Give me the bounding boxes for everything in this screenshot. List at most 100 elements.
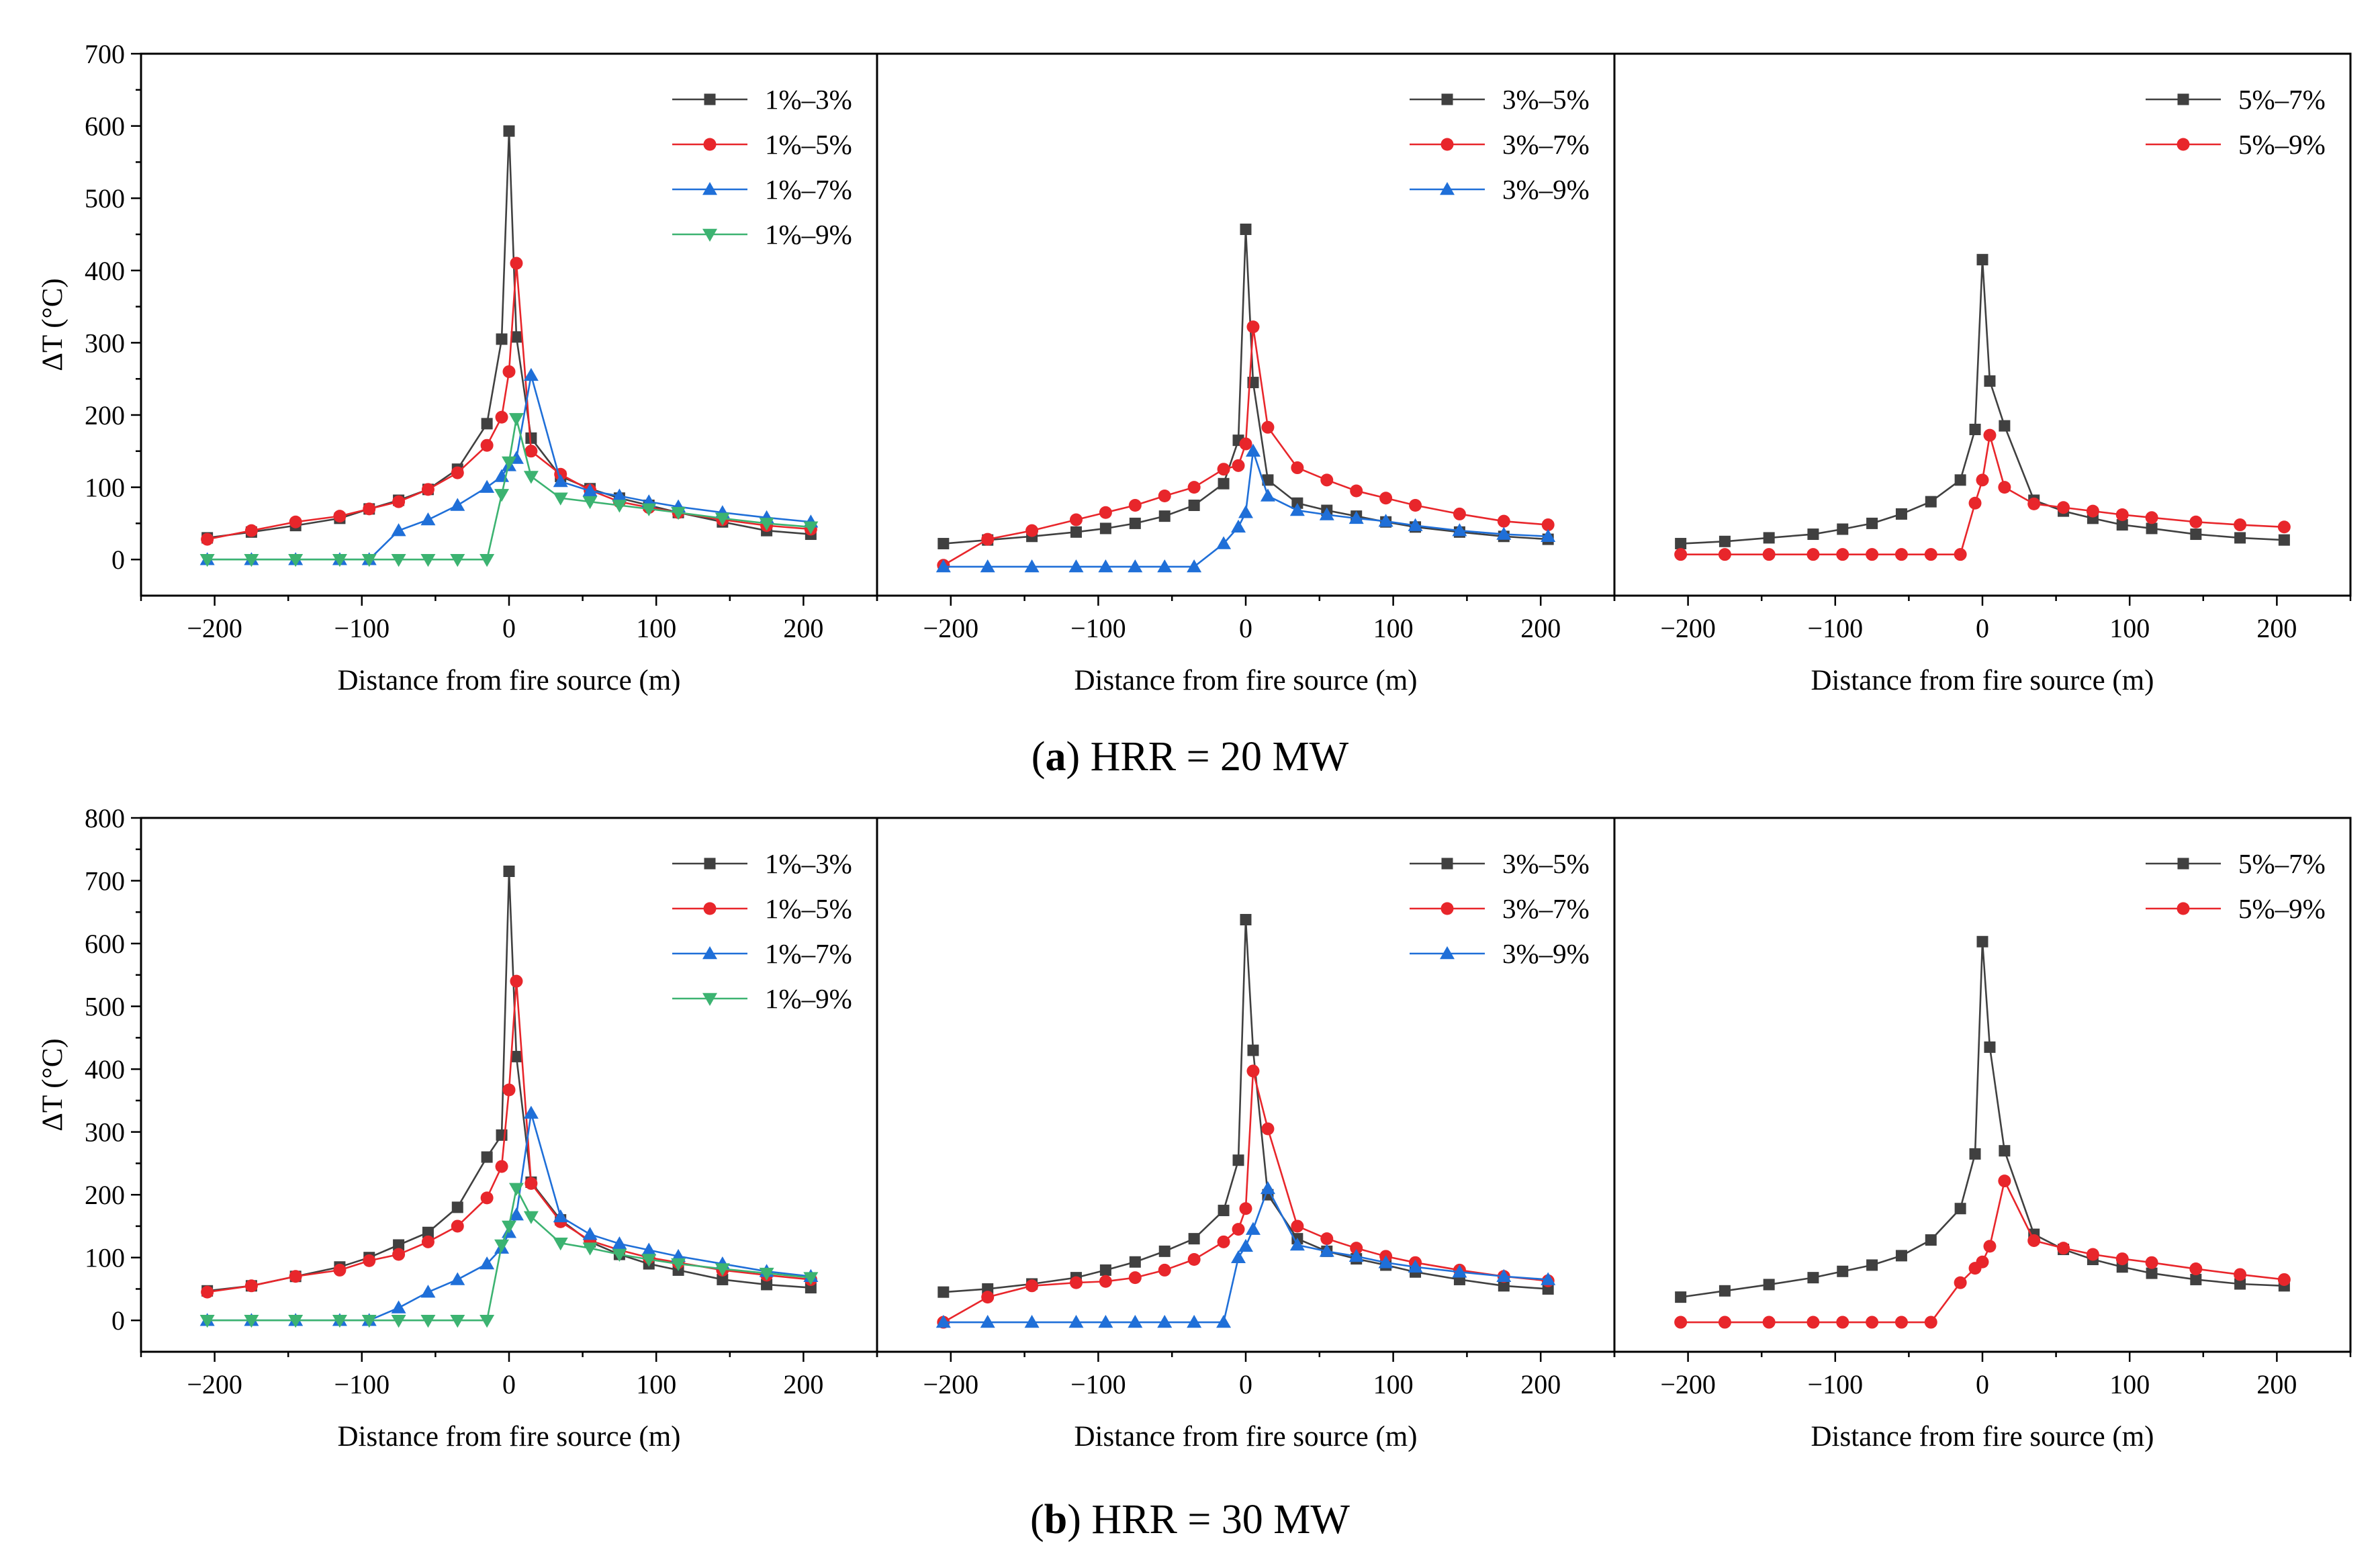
data-point: [289, 515, 302, 528]
legend-item: 3%–7%: [1410, 893, 1590, 924]
data-point: [1289, 1238, 1305, 1251]
data-point: [582, 496, 598, 510]
data-point: [1984, 1041, 1996, 1053]
x-tick-label: 0: [502, 613, 516, 643]
data-point: [1836, 1316, 1849, 1329]
data-point: [1718, 1316, 1731, 1329]
series-0: [1675, 935, 2290, 1303]
data-point: [1954, 548, 1967, 561]
data-point: [363, 502, 376, 516]
data-point: [1232, 1223, 1245, 1236]
legend-marker: [704, 93, 716, 105]
x-tick-label: −100: [1070, 613, 1126, 643]
data-point: [1379, 492, 1393, 505]
data-point: [1806, 548, 1820, 561]
y-tick-label: 600: [85, 929, 125, 959]
series-1: [937, 320, 1555, 572]
panels: −200 −100 0 100 200 0 100 200 300 400 500 600 700 Dis…: [37, 39, 2352, 1452]
x-tick-label: −100: [1070, 1369, 1126, 1399]
y-tick-label: 100: [85, 473, 125, 503]
legend-item: 1%–5%: [672, 893, 852, 924]
data-point: [481, 418, 493, 430]
data-point: [502, 365, 516, 378]
data-point: [1238, 505, 1253, 518]
x-tick-label: −200: [923, 1369, 979, 1399]
data-point: [1157, 559, 1173, 573]
data-point: [1128, 559, 1143, 573]
x-tick-label: 100: [2109, 613, 2150, 643]
x-axis-label: Distance from fire source (m): [1811, 665, 2154, 696]
data-point: [244, 524, 258, 537]
data-point: [1718, 548, 1731, 561]
data-point: [244, 1314, 259, 1328]
x-axis-label: Distance from fire source (m): [337, 665, 680, 696]
data-point: [612, 1248, 627, 1262]
y-axis-label: ΔT (°C): [37, 278, 68, 371]
data-point: [1158, 510, 1171, 522]
x-tick-label: 100: [1373, 613, 1414, 643]
data-point: [1261, 1122, 1275, 1136]
x-tick-label: 100: [636, 1369, 676, 1399]
data-point: [553, 492, 568, 506]
data-point: [1099, 1264, 1111, 1276]
data-point: [1452, 523, 1467, 537]
series-1: [1674, 1174, 2291, 1329]
data-point: [479, 1314, 495, 1328]
data-point: [1068, 1315, 1084, 1328]
data-point: [1675, 1291, 1687, 1303]
series-2: [199, 1105, 819, 1326]
data-point: [1025, 1279, 1039, 1293]
legend-item: 3%–9%: [1410, 174, 1590, 205]
data-point: [421, 1235, 434, 1248]
data-point: [553, 1209, 568, 1223]
legend-item: 3%–9%: [1410, 938, 1590, 969]
data-point: [363, 1254, 376, 1267]
chart-panel-1-0: −200 −100 0 100 200 0 100 200 300 400 500 600 700 800…: [37, 803, 878, 1452]
data-point: [1319, 507, 1334, 520]
data-point: [2277, 1273, 2291, 1286]
data-point: [508, 413, 524, 426]
caption-a: (a) HRR = 20 MW: [1032, 734, 1349, 780]
data-point: [480, 1191, 494, 1205]
data-point: [582, 1227, 598, 1240]
data-point: [980, 1315, 995, 1328]
data-point: [450, 1272, 465, 1285]
data-point: [2190, 528, 2202, 541]
data-point: [981, 1291, 995, 1304]
series-line: [1680, 941, 2285, 1298]
data-point: [450, 553, 465, 567]
data-point: [525, 432, 537, 444]
caption-b-letter: b: [1044, 1497, 1067, 1542]
y-tick-label: 400: [85, 1054, 125, 1085]
data-point: [1260, 1181, 1275, 1195]
series-line: [207, 1185, 811, 1322]
data-point: [1954, 1203, 1966, 1215]
data-point: [937, 1286, 950, 1298]
data-point: [1541, 518, 1555, 532]
data-point: [503, 125, 515, 137]
x-tick-label: −100: [1808, 613, 1864, 643]
data-point: [641, 503, 657, 516]
legend-marker: [702, 228, 717, 242]
data-point: [1837, 1265, 1849, 1277]
data-point: [503, 866, 515, 877]
data-point: [420, 1314, 436, 1328]
data-point: [1452, 1264, 1467, 1278]
chart-panel-0-0: −200 −100 0 100 200 0 100 200 300 400 500 600 700 Dis…: [37, 39, 878, 696]
legend-marker: [704, 858, 716, 870]
data-point: [1866, 548, 1879, 561]
legend-item: 1%–3%: [672, 848, 852, 879]
data-point: [1924, 1316, 1937, 1329]
legend-marker: [1440, 138, 1454, 151]
legend-label: 3%–7%: [1502, 893, 1590, 924]
legend-item: 5%–7%: [2146, 84, 2326, 115]
data-point: [2145, 1256, 2158, 1269]
data-point: [715, 512, 730, 526]
x-axis-label: Distance from fire source (m): [1074, 1421, 1417, 1452]
legend-item: 3%–5%: [1410, 848, 1590, 879]
legend-marker: [702, 993, 717, 1006]
y-tick-label: 600: [85, 111, 125, 142]
data-point: [2234, 532, 2246, 544]
legend-label: 5%–9%: [2238, 893, 2326, 924]
series-line: [1680, 259, 2285, 545]
